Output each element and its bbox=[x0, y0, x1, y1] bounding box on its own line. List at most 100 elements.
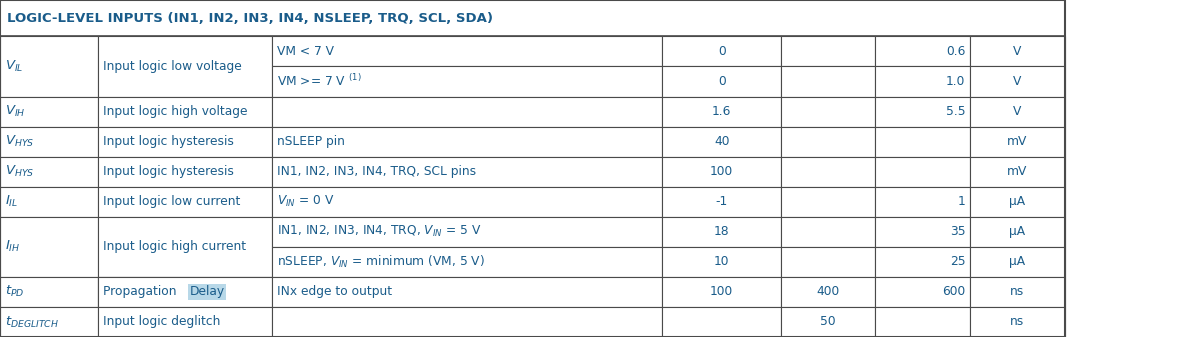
Bar bbox=[272, 307, 662, 337]
Text: μA: μA bbox=[1009, 255, 1026, 268]
Bar bbox=[662, 307, 781, 337]
Text: V: V bbox=[1013, 105, 1022, 118]
Bar bbox=[781, 96, 875, 127]
Bar bbox=[272, 36, 662, 66]
Bar bbox=[98, 277, 272, 307]
Bar bbox=[0, 127, 98, 157]
Bar bbox=[272, 66, 662, 96]
Bar bbox=[875, 277, 970, 307]
Bar bbox=[662, 127, 781, 157]
Bar bbox=[272, 96, 662, 127]
Text: $V_{IL}$: $V_{IL}$ bbox=[5, 59, 24, 74]
Text: Input logic low current: Input logic low current bbox=[103, 195, 240, 208]
Text: 0: 0 bbox=[718, 75, 725, 88]
Text: 25: 25 bbox=[950, 255, 965, 268]
Bar bbox=[970, 277, 1065, 307]
Bar bbox=[0, 187, 98, 217]
Bar bbox=[662, 247, 781, 277]
Text: Propagation: Propagation bbox=[103, 285, 180, 298]
Bar bbox=[970, 66, 1065, 96]
Text: nSLEEP pin: nSLEEP pin bbox=[277, 135, 344, 148]
Text: Input logic high voltage: Input logic high voltage bbox=[103, 105, 247, 118]
Bar bbox=[98, 277, 272, 307]
Bar bbox=[272, 157, 662, 187]
Bar bbox=[970, 187, 1065, 217]
Text: 400: 400 bbox=[816, 285, 840, 298]
Bar bbox=[970, 96, 1065, 127]
Bar bbox=[0, 307, 98, 337]
Text: $V_{HYS}$: $V_{HYS}$ bbox=[5, 164, 34, 179]
Text: Input logic hysteresis: Input logic hysteresis bbox=[103, 165, 234, 178]
Text: Delay: Delay bbox=[189, 285, 225, 298]
Bar bbox=[0, 157, 98, 187]
Bar bbox=[98, 36, 272, 96]
Bar bbox=[98, 127, 272, 157]
Text: VM >= 7 V $^{(1)}$: VM >= 7 V $^{(1)}$ bbox=[277, 73, 362, 89]
Text: 1.6: 1.6 bbox=[712, 105, 731, 118]
Text: $I_{IL}$: $I_{IL}$ bbox=[5, 194, 18, 209]
Bar bbox=[98, 187, 272, 217]
Bar bbox=[272, 277, 662, 307]
Bar bbox=[875, 66, 970, 96]
Text: V: V bbox=[1013, 75, 1022, 88]
Text: ns: ns bbox=[1010, 315, 1024, 329]
Text: 1.0: 1.0 bbox=[946, 75, 965, 88]
Bar bbox=[970, 36, 1065, 66]
Bar bbox=[970, 157, 1065, 187]
Bar bbox=[875, 157, 970, 187]
Bar bbox=[781, 307, 875, 337]
Bar bbox=[0, 36, 98, 96]
Text: μA: μA bbox=[1009, 195, 1026, 208]
Text: Input logic low voltage: Input logic low voltage bbox=[103, 60, 241, 73]
Bar bbox=[970, 247, 1065, 277]
Bar bbox=[781, 247, 875, 277]
Text: 35: 35 bbox=[950, 225, 965, 238]
Bar bbox=[970, 217, 1065, 247]
Text: 0.6: 0.6 bbox=[946, 45, 965, 58]
Bar bbox=[875, 307, 970, 337]
Bar bbox=[98, 307, 272, 337]
Text: IN1, IN2, IN3, IN4, TRQ, $V_{IN}$ = 5 V: IN1, IN2, IN3, IN4, TRQ, $V_{IN}$ = 5 V bbox=[277, 224, 481, 239]
Bar bbox=[0, 96, 98, 127]
Bar bbox=[662, 187, 781, 217]
Text: nSLEEP, $V_{IN}$ = minimum (VM, 5 V): nSLEEP, $V_{IN}$ = minimum (VM, 5 V) bbox=[277, 254, 485, 270]
Text: μA: μA bbox=[1009, 225, 1026, 238]
Text: INx edge to output: INx edge to output bbox=[277, 285, 392, 298]
Text: $V_{HYS}$: $V_{HYS}$ bbox=[5, 134, 34, 149]
Text: IN1, IN2, IN3, IN4, TRQ, SCL pins: IN1, IN2, IN3, IN4, TRQ, SCL pins bbox=[277, 165, 476, 178]
Bar bbox=[781, 127, 875, 157]
Text: -1: -1 bbox=[716, 195, 728, 208]
Text: 18: 18 bbox=[713, 225, 730, 238]
Bar bbox=[970, 127, 1065, 157]
Bar bbox=[781, 277, 875, 307]
Bar bbox=[272, 217, 662, 247]
Bar bbox=[662, 96, 781, 127]
Text: Input logic hysteresis: Input logic hysteresis bbox=[103, 135, 234, 148]
Text: 40: 40 bbox=[713, 135, 730, 148]
Text: 100: 100 bbox=[710, 165, 733, 178]
Text: 1: 1 bbox=[957, 195, 965, 208]
Bar bbox=[781, 157, 875, 187]
Text: mV: mV bbox=[1007, 165, 1028, 178]
Bar bbox=[875, 127, 970, 157]
Text: $t_{PD}$: $t_{PD}$ bbox=[5, 284, 24, 300]
Bar bbox=[98, 96, 272, 127]
Bar bbox=[662, 66, 781, 96]
Text: VM < 7 V: VM < 7 V bbox=[277, 45, 334, 58]
Text: ns: ns bbox=[1010, 285, 1024, 298]
Text: 10: 10 bbox=[713, 255, 730, 268]
Bar bbox=[875, 36, 970, 66]
Bar bbox=[662, 277, 781, 307]
Bar bbox=[875, 217, 970, 247]
Bar bbox=[875, 187, 970, 217]
Bar bbox=[272, 187, 662, 217]
Bar bbox=[781, 66, 875, 96]
Text: mV: mV bbox=[1007, 135, 1028, 148]
Text: 50: 50 bbox=[820, 315, 836, 329]
Text: V: V bbox=[1013, 45, 1022, 58]
Text: 100: 100 bbox=[710, 285, 733, 298]
Bar bbox=[875, 247, 970, 277]
Bar bbox=[98, 217, 272, 277]
Bar bbox=[272, 247, 662, 277]
Bar bbox=[98, 157, 272, 187]
